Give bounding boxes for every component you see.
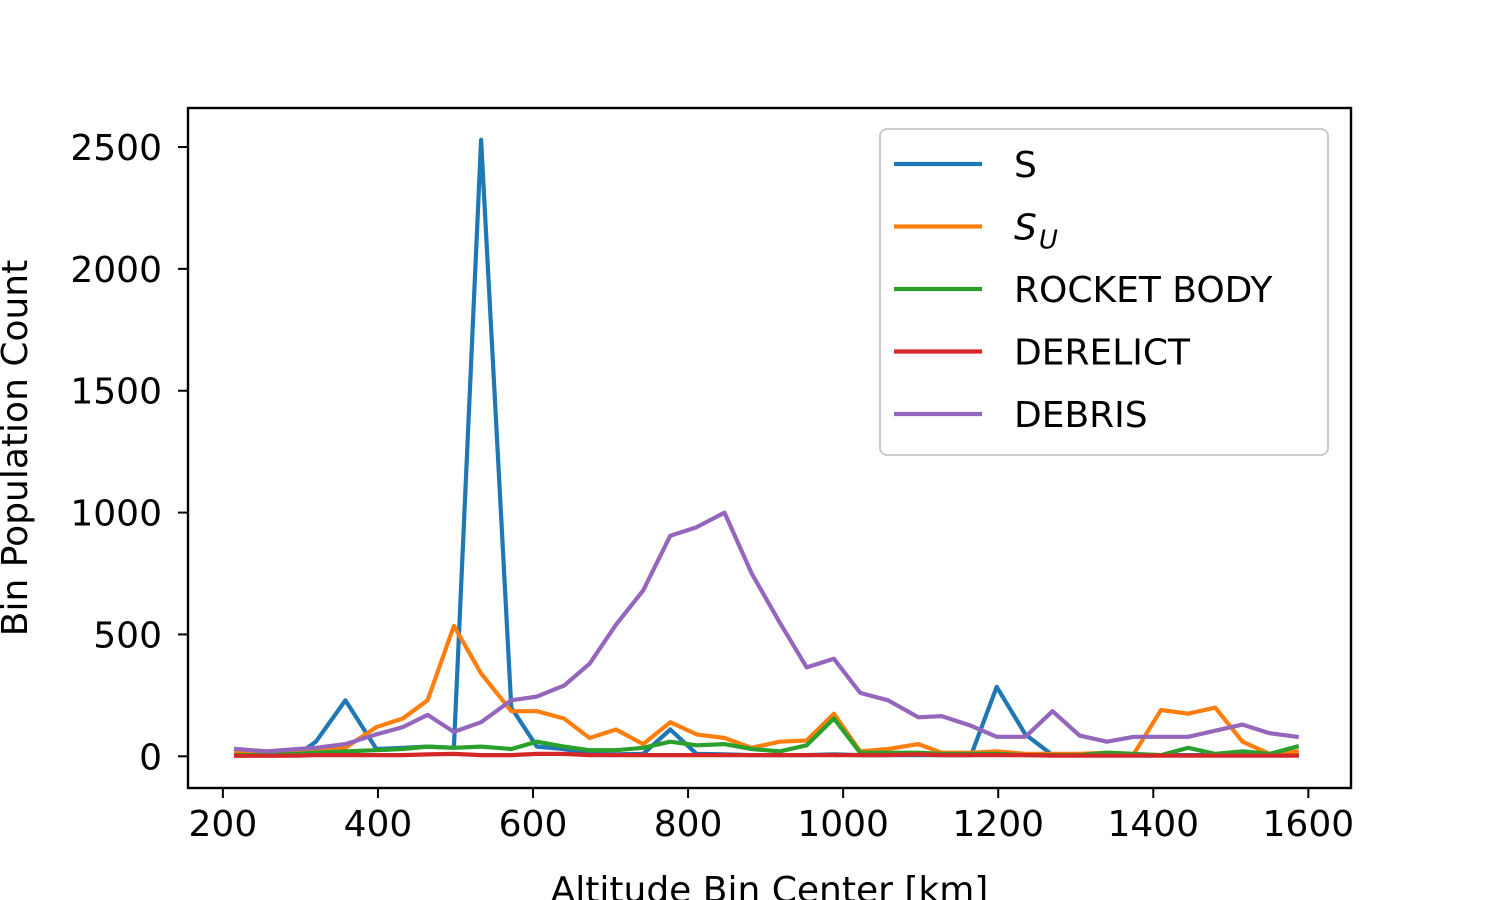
legend-label: SU [1014,208,1058,256]
y-axis-ticks: 0 500 1000 1500 2000 2500 [70,128,188,778]
x-tick-label: 200 [189,804,258,845]
legend-items: S SU ROCKET BODY DERELICT DEBRIS [894,145,1273,436]
x-axis-ticks: 200 400 600 800 1000 1200 1400 1600 [189,788,1355,845]
legend-label: DEBRIS [1014,395,1148,436]
y-tick-label: 2000 [70,250,162,291]
y-tick-label: 2500 [70,128,162,169]
x-tick-label: 1200 [952,804,1044,845]
x-tick-label: 600 [499,804,568,845]
y-tick-label: 1500 [70,372,162,413]
x-tick-label: 400 [344,804,413,845]
legend: S SU ROCKET BODY DERELICT DEBRIS [879,128,1329,456]
x-tick-label: 1400 [1107,804,1199,845]
x-tick-label: 1000 [797,804,889,845]
series-line-derelict [234,751,1299,758]
series-line-rocket-body [234,716,1300,758]
series-layer [233,137,1300,758]
plot-frame [186,106,1353,790]
legend-box [879,128,1329,456]
legend-label: ROCKET BODY [1014,270,1273,311]
y-tick-label: 1000 [70,494,162,535]
y-tick-label: 0 [139,737,162,778]
y-axis-label: Bin Population Count [0,260,36,636]
y-tick-label: 500 [93,615,162,656]
x-tick-label: 800 [654,804,723,845]
series-line-debris [233,510,1300,754]
x-axis-label: Altitude Bin Center [km] [551,870,989,900]
x-tick-label: 1600 [1263,804,1355,845]
legend-label: S [1014,145,1037,186]
legend-label: DERELICT [1014,333,1191,374]
